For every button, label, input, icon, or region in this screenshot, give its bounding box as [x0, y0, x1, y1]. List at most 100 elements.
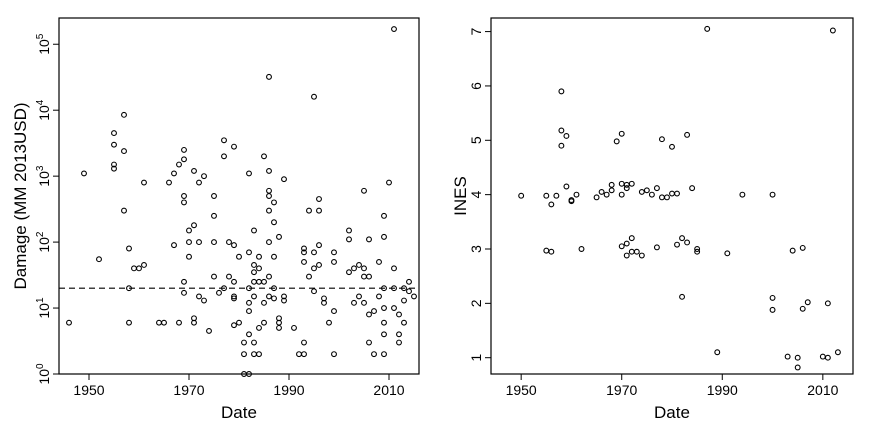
- ines-x-tick-label: 1970: [606, 382, 637, 398]
- damage-data-point: [221, 153, 227, 160]
- ines-data-point: [643, 187, 650, 194]
- ines-data-point: [739, 191, 746, 198]
- damage-data-point: [191, 222, 197, 229]
- damage-data-point: [181, 193, 187, 199]
- damage-data-point: [196, 179, 202, 186]
- ines-data-point: [638, 252, 645, 259]
- damage-data-point: [381, 305, 387, 311]
- ines-data-point: [689, 185, 696, 192]
- ines-data-point: [724, 250, 731, 257]
- damage-data-point: [171, 242, 177, 249]
- damage-y-tick-label: 103: [35, 165, 52, 187]
- damage-data-point: [81, 170, 87, 177]
- damage-data-point: [256, 351, 262, 358]
- damage-data-point: [361, 187, 367, 194]
- ines-y-tick-label: 3: [468, 245, 484, 253]
- ines-data-point: [563, 183, 570, 190]
- tick-exponent: 1: [35, 297, 46, 303]
- damage-data-point: [111, 130, 117, 137]
- damage-data-point: [216, 289, 222, 296]
- damage-data-point: [346, 269, 352, 276]
- ines-data-point: [664, 194, 670, 201]
- damage-data-point: [381, 319, 387, 326]
- ines-data-point: [623, 185, 630, 192]
- ines-data-point: [669, 143, 675, 150]
- damage-data-point: [251, 339, 257, 346]
- damage-data-point: [261, 319, 267, 326]
- ines-data-point: [789, 247, 796, 254]
- ines-data-point: [623, 240, 630, 247]
- damage-y-tick-label: 104: [35, 99, 52, 121]
- ines-data-point: [558, 142, 565, 149]
- ines-data-point: [638, 188, 645, 195]
- damage-data-point: [246, 308, 252, 315]
- damage-data-point: [246, 331, 252, 338]
- ines-data-point: [608, 187, 615, 194]
- ines-data-point: [653, 185, 660, 192]
- damage-data-point: [211, 239, 217, 246]
- tick-base: 10: [36, 105, 52, 121]
- damage-data-point: [326, 319, 332, 326]
- ines-data-point: [669, 190, 675, 197]
- damage-plot-frame: [58, 17, 420, 375]
- ines-data-point: [648, 191, 655, 198]
- damage-y-tick-label: 100: [35, 363, 52, 385]
- ines-data-point: [553, 192, 560, 199]
- damage-data-point: [361, 265, 367, 272]
- ines-data-point: [618, 130, 625, 137]
- damage-data-point: [281, 176, 287, 183]
- damage-data-point: [131, 265, 137, 272]
- damage-data-point: [281, 293, 287, 300]
- damage-data-point: [241, 351, 247, 358]
- damage-data-point: [356, 293, 362, 300]
- damage-data-point: [331, 249, 337, 256]
- damage-data-point: [371, 351, 377, 358]
- damage-data-point: [256, 324, 262, 331]
- damage-data-point: [226, 273, 232, 280]
- damage-data-point: [191, 319, 197, 326]
- damage-data-point: [271, 219, 277, 226]
- damage-data-point: [141, 179, 147, 186]
- tick-exponent: 0: [35, 363, 46, 369]
- damage-data-point: [311, 265, 317, 272]
- damage-data-point: [396, 311, 402, 318]
- damage-data-point: [96, 256, 102, 263]
- damage-data-point: [176, 161, 182, 168]
- ines-data-point: [618, 243, 625, 250]
- damage-data-point: [391, 26, 397, 32]
- ines-y-tick-label: 5: [468, 136, 484, 144]
- damage-data-point: [306, 273, 312, 280]
- damage-data-point: [251, 262, 257, 268]
- damage-data-point: [226, 239, 232, 246]
- damage-data-point: [201, 297, 207, 304]
- damage-data-point: [321, 299, 327, 306]
- ines-data-point: [543, 192, 550, 199]
- damage-data-point: [301, 339, 307, 346]
- ines-data-point: [799, 244, 806, 251]
- damage-data-point: [316, 242, 322, 249]
- ines-data-point: [829, 27, 836, 34]
- damage-data-point: [316, 207, 322, 214]
- damage-data-point: [366, 273, 372, 280]
- ines-data-point: [598, 188, 605, 195]
- ines-data-point: [674, 190, 680, 197]
- damage-x-ticks: 1950 1970 1990 2010: [73, 374, 405, 398]
- ines-scatter-panel: 1950 1970 1990 2010 1 2 3 4 5 6 7 Date INES: [451, 17, 854, 422]
- damage-data-point: [271, 295, 277, 302]
- ines-y-tick-label: 2: [468, 299, 484, 307]
- ines-data-point: [824, 354, 831, 361]
- damage-data-point: [386, 179, 392, 186]
- damage-data-point: [251, 278, 257, 285]
- ines-data-point: [799, 305, 806, 312]
- ines-data-point: [628, 248, 635, 255]
- ines-y-tick-label: 1: [468, 354, 484, 362]
- damage-data-point: [376, 259, 382, 265]
- damage-data-point: [186, 239, 192, 246]
- ines-y-ticks: 1 2 3 4 5 6 7: [468, 27, 491, 362]
- damage-data-point: [381, 233, 387, 240]
- damage-data-point: [331, 308, 337, 315]
- ines-data-point: [618, 191, 625, 198]
- ines-data-point: [804, 299, 811, 306]
